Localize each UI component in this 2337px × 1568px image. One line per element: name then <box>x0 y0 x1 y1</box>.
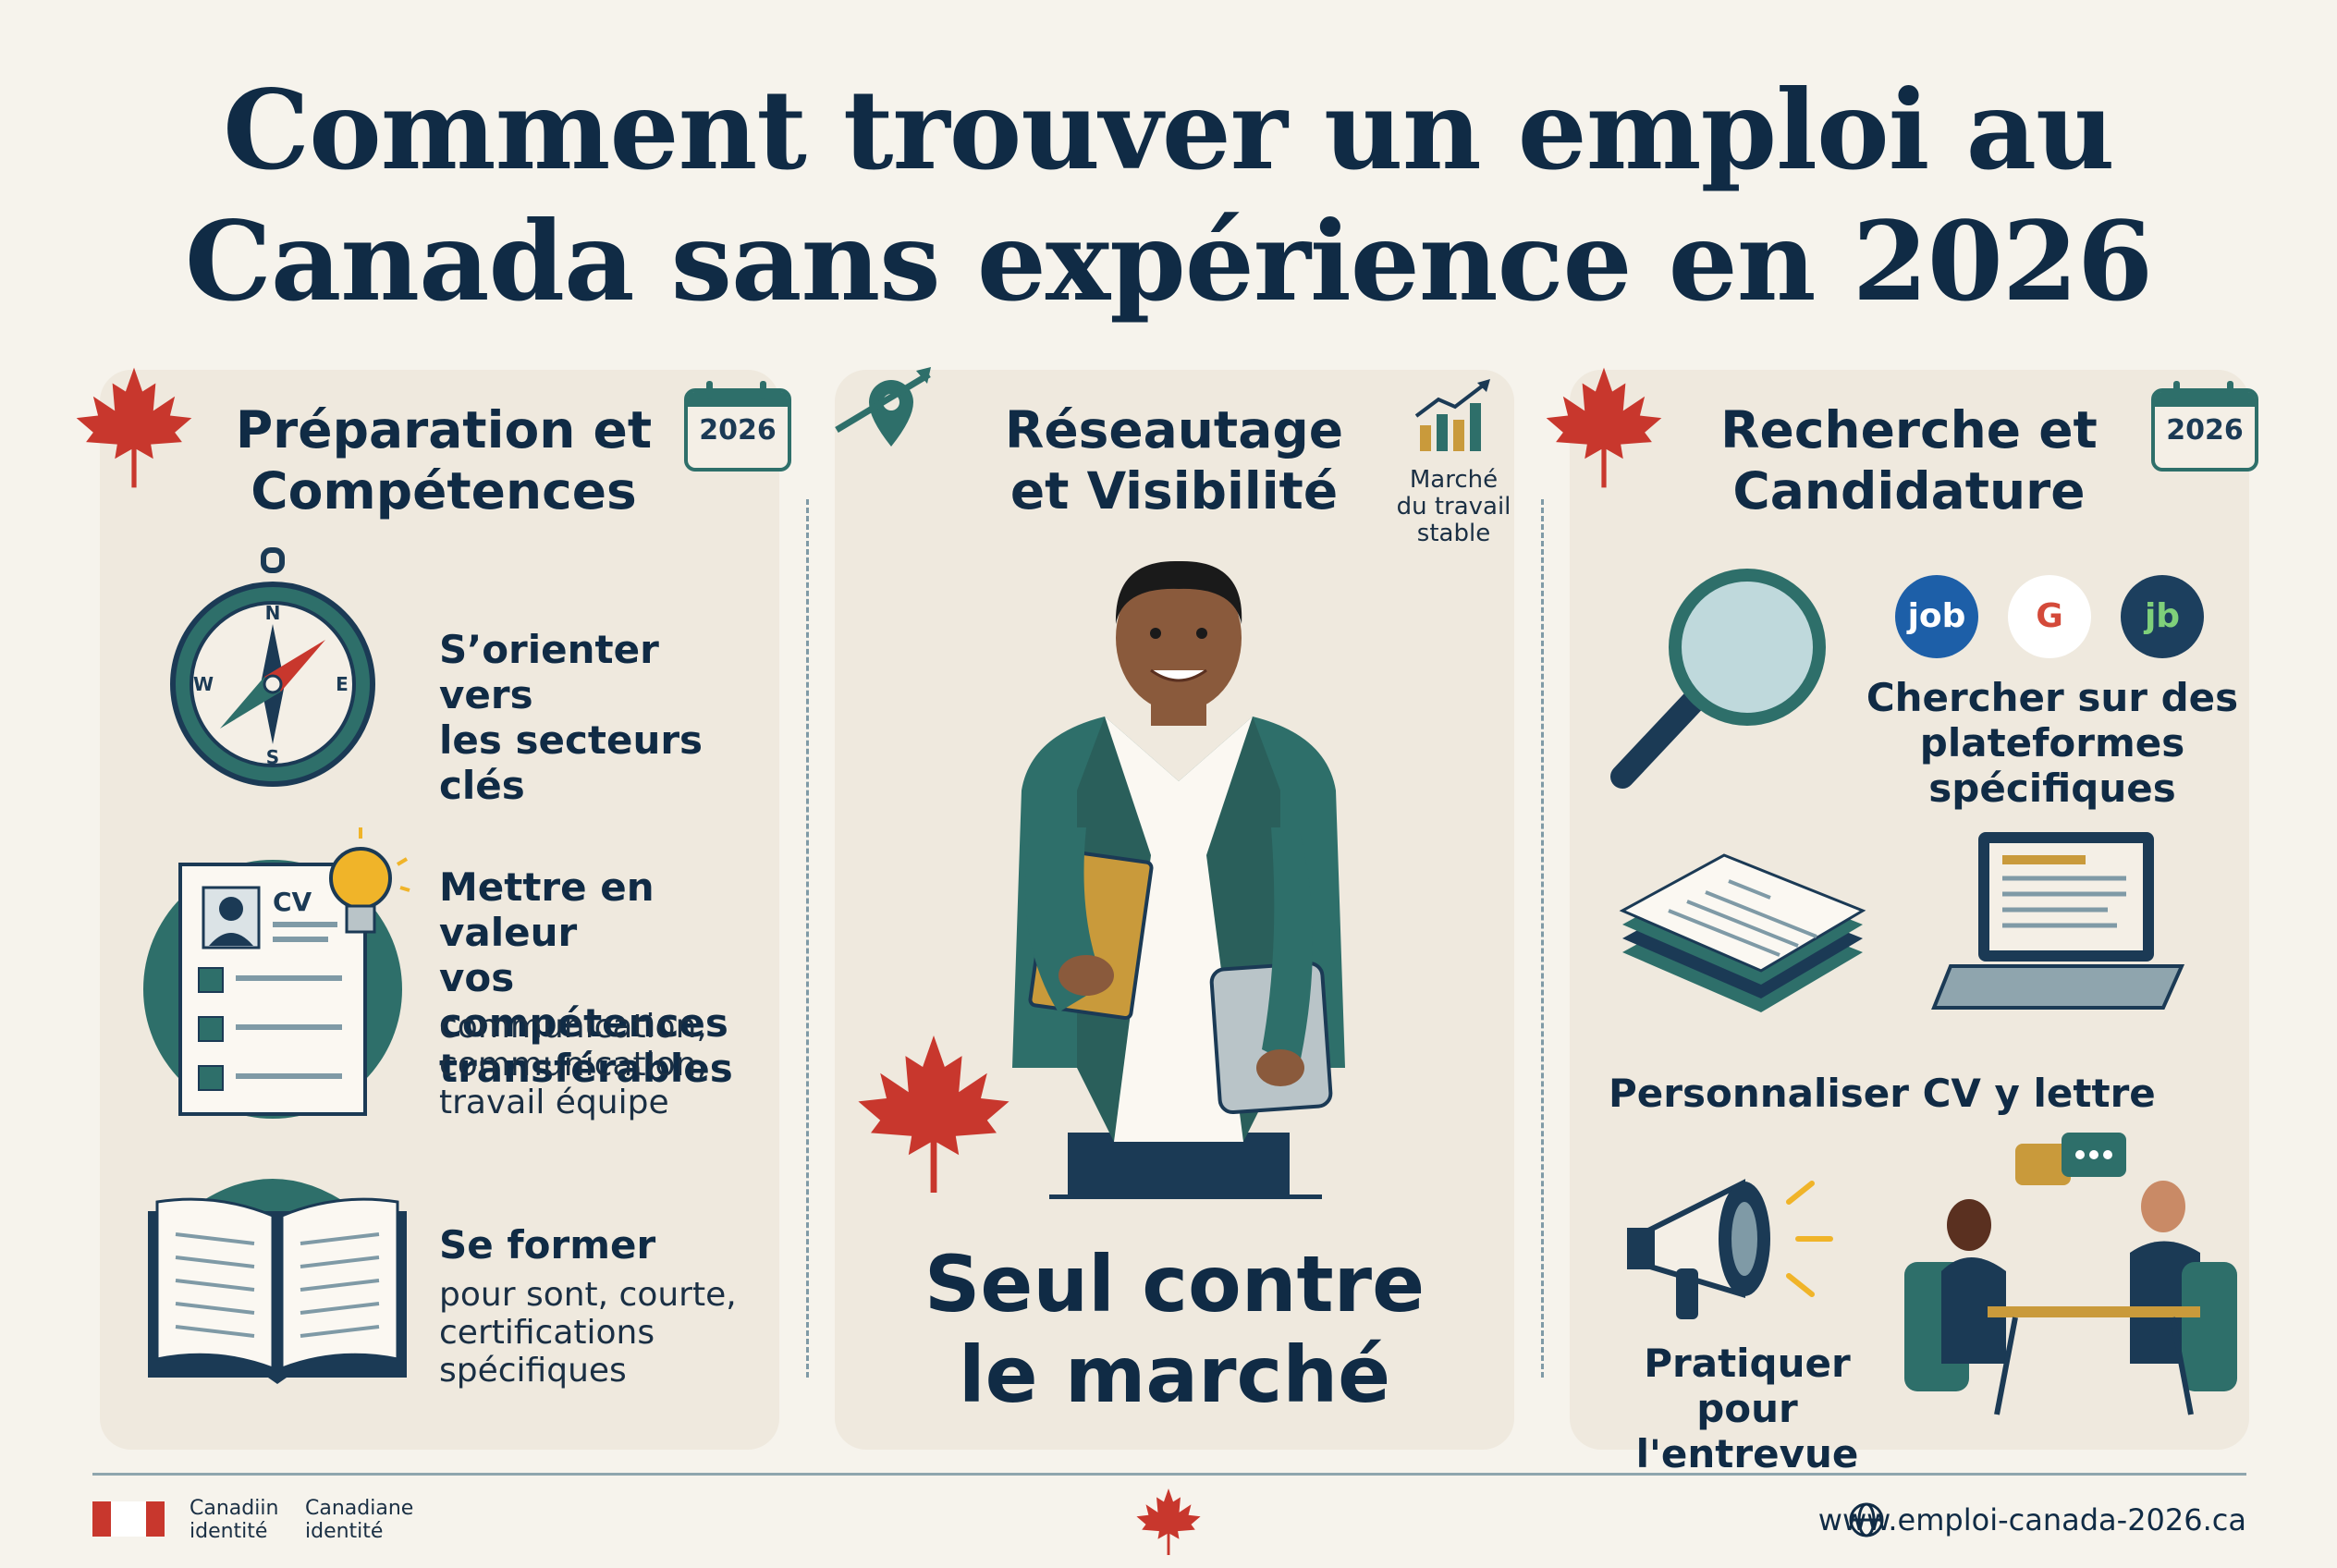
open-book-icon <box>148 1179 407 1384</box>
interview-line1: Pratiquer pour <box>1644 1341 1851 1431</box>
center-slogan-line2: le marché <box>958 1329 1391 1420</box>
compass-icon: N S E W <box>170 547 375 787</box>
panel-center-title-line2: et Visibilité <box>1009 461 1339 521</box>
panel-right-title: Recherche et Candidature <box>1678 399 2140 521</box>
document-stack-icon <box>1619 853 1866 1012</box>
market-note-line2: du travail <box>1396 493 1511 521</box>
canada-flag-icon <box>92 1501 165 1537</box>
item-skills-text: Mettre en valeur vos compétences transfé… <box>439 864 790 1091</box>
item-skills-sub-line1: communication, <box>439 1008 707 1046</box>
floor-line <box>1049 1194 1322 1199</box>
item-orient-text: S’orienter vers les secteurs clés <box>439 627 753 808</box>
calendar-2026-icon: 2026 <box>684 381 791 472</box>
platform-job-icon[interactable]: job <box>1895 575 1978 658</box>
platform-google-label: G <box>2036 597 2063 635</box>
market-note-line1: Marché <box>1409 466 1499 494</box>
footer-label-1: Canadiin identité <box>190 1497 278 1543</box>
footer-label-1-line2: identité <box>190 1520 268 1543</box>
center-slogan: Seul contre le marché <box>835 1239 1514 1420</box>
divider-left <box>806 499 809 1378</box>
compass-east-label: E <box>336 673 349 695</box>
interview-text: Pratiquer pour l'entrevue <box>1595 1341 1900 1476</box>
item-skills-line2: vos compétences <box>439 955 728 1046</box>
platform-google-icon[interactable]: G <box>2008 575 2091 658</box>
item-skills-sub-line3: travail équipe <box>439 1084 669 1121</box>
footer-label-2-line1: Canadiane <box>305 1497 414 1520</box>
item-skills-line3: transférables <box>439 1046 733 1091</box>
market-note-line3: stable <box>1416 520 1491 547</box>
maple-leaf-icon <box>1136 1488 1201 1555</box>
cv-document-icon: CV <box>143 860 402 1119</box>
panel-left-title: Préparation et Compétences <box>213 399 675 521</box>
magnifier-icon <box>1610 569 1826 789</box>
search-platforms-line2: plateformes <box>1919 720 2185 766</box>
main-title: Comment trouver un emploi au Canada sans… <box>0 65 2337 327</box>
maple-leaf-icon <box>1546 367 1662 488</box>
center-slogan-line1: Seul contre <box>924 1239 1425 1329</box>
calendar-year-label: 2026 <box>699 414 777 447</box>
website-url-link[interactable]: www.emploi-canada-2026.ca <box>1817 1502 2246 1537</box>
panel-right-title-line2: Candidature <box>1732 461 2086 521</box>
search-platforms-text: Chercher sur des plateformes spécifiques <box>1858 675 2246 811</box>
panel-center-title-line1: Réseautage <box>1004 400 1344 459</box>
platform-jb-label: jb <box>2144 597 2181 635</box>
footer-divider <box>92 1473 2246 1476</box>
panel-center-title: Réseautage et Visibilité <box>980 399 1368 521</box>
item-train-sub-line1: pour sont, courte, <box>439 1276 737 1314</box>
compass-south-label: S <box>266 746 279 768</box>
location-network-icon <box>835 367 931 447</box>
item-train-sub-line2: certifications <box>439 1314 655 1352</box>
panel-left-title-line2: Compétences <box>251 461 637 521</box>
item-skills-line1: Mettre en valeur <box>439 864 655 955</box>
compass-north-label: N <box>265 602 281 624</box>
item-train-title: Se former <box>439 1222 656 1268</box>
item-train-sub-line3: spécifiques <box>439 1352 627 1390</box>
interview-meeting-icon <box>1904 1133 2237 1415</box>
person-illustration <box>1012 560 1345 1197</box>
footer-label-2: Canadiane identité <box>305 1497 413 1543</box>
megaphone-icon <box>1627 1179 1833 1319</box>
item-orient-line1: S’orienter vers <box>439 627 659 717</box>
cv-label: CV <box>273 887 312 917</box>
maple-leaf-icon <box>76 367 192 488</box>
divider-right <box>1541 499 1544 1378</box>
main-title-line2: Canada sans expérience en 2026 <box>184 197 2153 325</box>
lightbulb-icon <box>329 827 410 934</box>
item-skills-sub-line2: communication, <box>439 1046 707 1084</box>
footer-label-2-line2: identité <box>305 1520 384 1543</box>
item-skills-sub: communication, communication, travail éq… <box>439 1008 753 1121</box>
search-platforms-line3: spécifiques <box>1928 766 2176 811</box>
platform-job-label: job <box>1907 597 1966 635</box>
calendar-2026-icon: 2026 <box>2151 381 2258 472</box>
panel-right-title-line1: Recherche et <box>1720 400 2098 459</box>
main-title-line1: Comment trouver un emploi au <box>223 66 2115 194</box>
platform-jb-icon[interactable]: jb <box>2121 575 2204 658</box>
calendar-year-label: 2026 <box>2166 414 2244 447</box>
laptop-icon <box>1931 832 2185 1010</box>
globe-icon <box>1849 1502 1884 1537</box>
item-orient-line2: les secteurs clés <box>439 717 704 808</box>
market-note: Marché du travail stable <box>1391 467 1516 547</box>
footer-label-1-line1: Canadiin <box>190 1497 279 1520</box>
compass-west-label: W <box>193 673 214 695</box>
search-platforms-line1: Chercher sur des <box>1866 675 2239 720</box>
panel-left-title-line1: Préparation et <box>235 400 653 459</box>
personalize-cv-text: Personnaliser CV y lettre <box>1609 1071 2156 1116</box>
item-train-sub: pour sont, courte, certifications spécif… <box>439 1276 753 1390</box>
interview-line2: l'entrevue <box>1635 1431 1859 1476</box>
maple-leaf-icon <box>858 1035 1009 1193</box>
growth-chart-icon <box>1414 379 1490 451</box>
